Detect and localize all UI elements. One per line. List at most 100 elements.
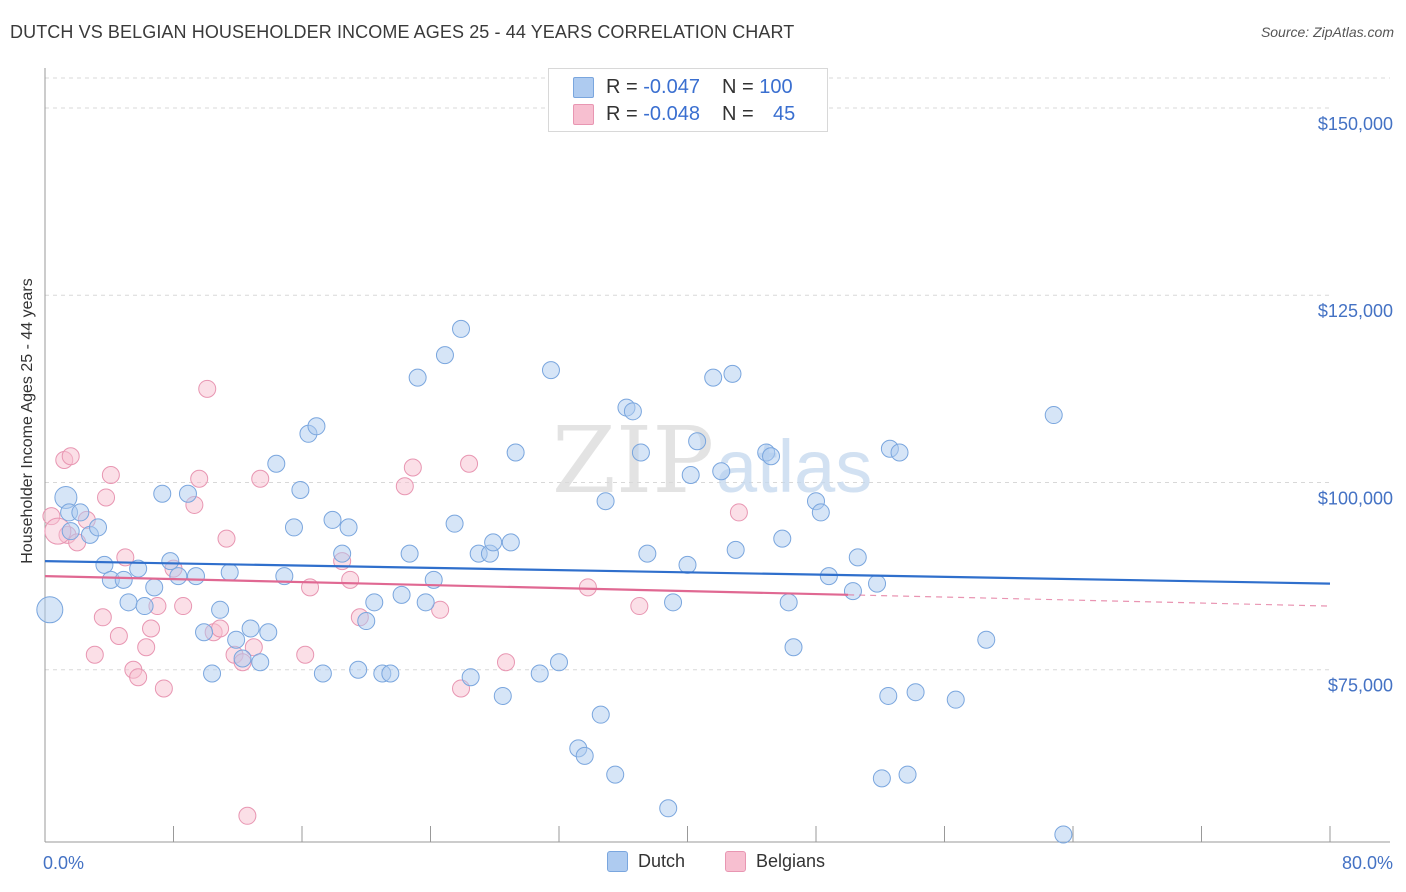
axis-layer bbox=[44, 68, 1390, 843]
dutch-point bbox=[664, 593, 683, 612]
dutch-point bbox=[416, 593, 435, 612]
dutch-point bbox=[773, 529, 792, 548]
belgian-point bbox=[129, 668, 148, 687]
y-tick-label: $100,000 bbox=[1318, 488, 1393, 508]
belgian-point bbox=[729, 503, 748, 522]
dutch-point bbox=[435, 346, 454, 365]
belgian-point bbox=[190, 469, 209, 488]
dutch-point bbox=[898, 765, 917, 784]
dutch-point bbox=[506, 443, 525, 462]
belgian-point bbox=[97, 488, 116, 507]
dutch-point bbox=[681, 465, 700, 484]
x-tick-label: 80.0% bbox=[1342, 853, 1393, 873]
dutch-legend-label: Dutch bbox=[638, 851, 686, 871]
dutch-point bbox=[381, 664, 400, 683]
dutch-point bbox=[259, 623, 278, 642]
dutch-point bbox=[868, 574, 887, 593]
dutch-point bbox=[484, 533, 503, 552]
watermark: ZIP atlas bbox=[552, 407, 872, 514]
dutch-point bbox=[275, 567, 294, 586]
correlation-legend: R = -0.047 N = 100 R = -0.048 N = 45 bbox=[548, 68, 828, 132]
y-tick-label: $125,000 bbox=[1318, 301, 1393, 321]
dutch-point bbox=[178, 484, 197, 503]
belgian-point bbox=[142, 619, 161, 638]
dutch-point bbox=[186, 567, 205, 586]
dutch-point bbox=[161, 552, 180, 571]
dutch-point bbox=[61, 522, 80, 541]
dutch-point bbox=[95, 555, 114, 574]
dutch-point bbox=[220, 563, 239, 582]
tick-layer: $75,000 $100,000 $125,000 $150,000 0.0% 80.0% bbox=[43, 114, 1393, 873]
belgian-r-value: -0.048 bbox=[643, 102, 700, 125]
belgian-point bbox=[61, 447, 80, 466]
dutch-point bbox=[688, 432, 707, 451]
dutch-point bbox=[501, 533, 520, 552]
dutch-point bbox=[819, 567, 838, 586]
dutch-point bbox=[575, 746, 594, 765]
dutch-point bbox=[779, 593, 798, 612]
dutch-point bbox=[227, 630, 246, 649]
dutch-point bbox=[452, 319, 471, 338]
dutch-point bbox=[119, 593, 138, 612]
dutch-point bbox=[1054, 825, 1073, 844]
dutch-point bbox=[71, 503, 90, 522]
belgian-swatch bbox=[573, 103, 594, 125]
dutch-point bbox=[811, 503, 830, 522]
dutch-point bbox=[872, 769, 891, 788]
dutch-point bbox=[606, 765, 625, 784]
dutch-point bbox=[550, 653, 568, 672]
dutch-point bbox=[1044, 406, 1063, 425]
dutch-point bbox=[848, 548, 867, 567]
belgian-point bbox=[198, 379, 217, 398]
belgian-point bbox=[460, 454, 479, 473]
belgian-point bbox=[238, 806, 257, 825]
dutch-point bbox=[712, 462, 731, 481]
belgian-n-label: N = bbox=[721, 102, 754, 125]
belgian-point bbox=[42, 507, 61, 526]
dutch-point bbox=[233, 649, 252, 668]
dutch-r-label: R = bbox=[606, 75, 638, 98]
dutch-r-value: -0.047 bbox=[643, 75, 700, 98]
dutch-point bbox=[357, 612, 376, 631]
x-tick-label: 0.0% bbox=[43, 853, 84, 873]
belgian-point bbox=[578, 578, 597, 597]
belgian-point bbox=[341, 570, 360, 589]
dutch-point bbox=[195, 623, 214, 642]
belgian-point bbox=[296, 645, 315, 664]
belgian-point bbox=[244, 638, 263, 657]
trend-layer bbox=[44, 560, 1331, 607]
dutch-point bbox=[631, 443, 650, 462]
belgian-trend-extension bbox=[848, 594, 1331, 607]
dutch-point bbox=[659, 799, 678, 818]
dutch-point bbox=[762, 447, 781, 466]
belgian-point bbox=[85, 645, 104, 664]
belgian-point bbox=[431, 600, 450, 619]
dutch-point bbox=[678, 555, 697, 574]
belgian-point bbox=[217, 529, 236, 548]
y-tick-label: $150,000 bbox=[1318, 114, 1393, 134]
y-tick-label: $75,000 bbox=[1328, 676, 1393, 696]
dutch-point bbox=[307, 417, 326, 436]
dutch-point bbox=[323, 510, 342, 529]
dutch-point bbox=[114, 570, 133, 589]
dutch-point bbox=[596, 492, 615, 511]
belgian-point bbox=[109, 627, 128, 646]
belgian-point bbox=[137, 638, 156, 657]
dutch-point bbox=[541, 361, 560, 380]
dutch-point bbox=[267, 454, 286, 473]
dutch-point bbox=[784, 638, 803, 657]
dutch-point bbox=[153, 484, 172, 503]
dutch-point bbox=[241, 619, 260, 638]
dutch-n-value: 100 bbox=[759, 75, 793, 98]
legend-item-dutch: Dutch bbox=[607, 851, 685, 872]
dutch-point bbox=[349, 660, 368, 679]
belgian-trend-line bbox=[44, 574, 849, 596]
belgian-point bbox=[630, 597, 649, 616]
belgian-r-label: R = bbox=[606, 102, 638, 125]
dutch-point bbox=[493, 686, 512, 705]
dutch-point bbox=[251, 653, 270, 672]
dutch-point bbox=[408, 368, 427, 387]
belgian-point bbox=[251, 469, 270, 488]
dutch-n-label: N = bbox=[721, 75, 754, 98]
watermark-zip: ZIP bbox=[552, 407, 714, 514]
